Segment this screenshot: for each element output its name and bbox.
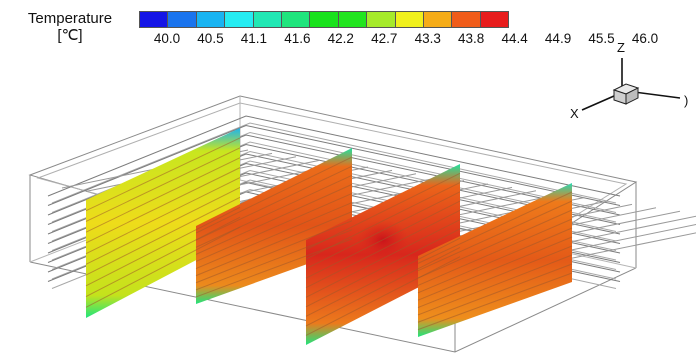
y-axis-line — [633, 91, 681, 99]
legend-swatch-4 — [252, 11, 282, 28]
plate-streak — [195, 183, 353, 255]
plate-streak — [417, 200, 573, 272]
plate-streak — [195, 156, 353, 234]
legend-tick-6: 43.3 — [414, 31, 441, 46]
legend-swatch-11 — [451, 11, 481, 28]
axis-cube — [612, 83, 640, 105]
plate-streak — [305, 228, 461, 308]
plate-streak — [305, 247, 461, 327]
legend-swatch-1 — [167, 11, 197, 28]
legend-tick-4: 42.2 — [327, 31, 354, 46]
legend-tick-3: 41.6 — [284, 31, 311, 46]
enclosure-bottom — [29, 261, 637, 353]
plate-streak — [85, 187, 241, 265]
plate-streak — [305, 191, 461, 270]
plate-streak — [417, 227, 573, 294]
plate-streak — [417, 236, 573, 301]
plate-streak — [417, 191, 573, 264]
plate-1-slice — [86, 128, 240, 318]
x-axis-label: X — [570, 106, 579, 121]
legend-tick-11: 46.0 — [631, 31, 659, 46]
plate-streak — [195, 174, 353, 248]
plate-streak — [195, 192, 353, 262]
legend-title-block: Temperature [℃] — [6, 10, 134, 44]
legend-swatch-8 — [366, 11, 396, 28]
y-axis-label: ) — [684, 93, 689, 108]
legend-swatch-12 — [479, 11, 510, 28]
axis-triad — [581, 58, 681, 111]
legend-tick-10: 45.5 — [588, 31, 615, 46]
z-axis-label: Z — [617, 40, 625, 55]
legend-unit: [℃] — [57, 27, 83, 44]
plate-streak — [85, 226, 241, 308]
plate-streak — [85, 196, 241, 276]
plate-streak — [85, 177, 241, 255]
plate-streak — [305, 256, 461, 336]
x-axis-line — [581, 95, 615, 111]
plate-streak — [85, 147, 241, 222]
plate-streak — [85, 206, 241, 287]
plate-2-slice — [196, 148, 352, 304]
legend-swatch-2 — [195, 11, 226, 28]
plate-streak — [417, 254, 573, 316]
legend-swatch-5 — [280, 11, 311, 28]
plate-streak — [417, 218, 573, 286]
plate-streak — [85, 167, 241, 244]
plate-streak — [195, 165, 353, 241]
tube-row — [47, 115, 621, 197]
legend-swatch-6 — [309, 11, 339, 28]
plate-streak — [305, 200, 461, 279]
plate-streak — [195, 211, 353, 277]
legend-swatch-7 — [337, 11, 368, 28]
legend-color-bar — [139, 11, 510, 28]
legend-tick-5: 42.7 — [371, 31, 398, 46]
tube-channel — [541, 224, 696, 257]
plates — [86, 128, 572, 345]
tube-channel — [565, 232, 696, 260]
legend-swatch-9 — [394, 11, 424, 28]
legend-tick-2: 41.1 — [240, 31, 268, 46]
plate-streak — [85, 216, 241, 297]
legend-tick-1: 40.5 — [197, 31, 224, 46]
plate-streak — [305, 209, 461, 289]
plate-streak — [195, 220, 353, 284]
plate-streak — [417, 245, 573, 309]
legend-tick-7: 43.8 — [458, 31, 485, 46]
plate-streak — [417, 209, 573, 279]
plate-streak — [417, 263, 573, 323]
legend-tick-8: 44.4 — [501, 31, 528, 46]
plate-streak — [85, 157, 241, 233]
plate-streak — [85, 137, 241, 212]
plate-streak — [417, 272, 573, 331]
legend-swatch-10 — [422, 11, 453, 28]
plate-streak — [305, 172, 461, 250]
legend-tick-0: 40.0 — [153, 31, 181, 46]
cooling-tubes-overlay — [85, 137, 573, 336]
plate-streak — [195, 238, 353, 298]
legend-swatch-0 — [139, 11, 169, 28]
legend-tick-labels: 40.0 40.5 41.1 41.6 42.2 42.7 43.3 43.8 44.4 44.9… — [139, 31, 669, 47]
legend-tick-9: 44.9 — [544, 31, 572, 46]
plate-streak — [305, 237, 461, 317]
plate-streak — [305, 182, 461, 260]
plate-streak — [305, 219, 461, 298]
plate-streak — [195, 202, 353, 270]
legend-title: Temperature — [27, 10, 113, 27]
legend-swatch-3 — [224, 11, 254, 28]
tube-row — [47, 124, 621, 206]
